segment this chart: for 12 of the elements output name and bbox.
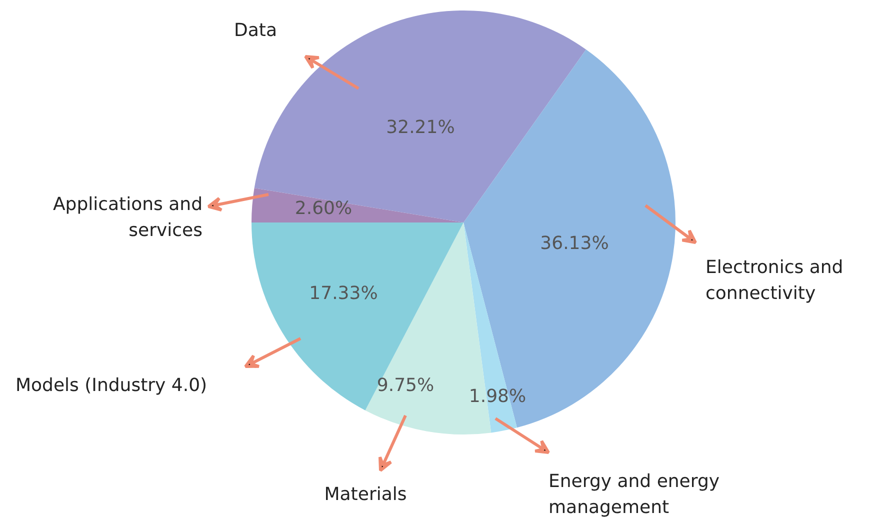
slice-label: Energy and energy management — [548, 470, 720, 518]
data-label: 36.13% — [540, 233, 609, 254]
slice-label: Models (Industry 4.0) — [16, 375, 208, 396]
slice-label: Applications and services — [52, 194, 203, 242]
slice-label: Data — [234, 20, 277, 41]
slice-label: Electronics and connectivity — [706, 256, 844, 304]
data-label: 17.33% — [309, 283, 378, 304]
slice-label: Materials — [324, 484, 407, 505]
data-label: 2.60% — [294, 198, 352, 219]
data-label: 1.98% — [468, 386, 526, 407]
data-label: 9.75% — [376, 375, 434, 396]
data-label: 32.21% — [386, 117, 455, 138]
